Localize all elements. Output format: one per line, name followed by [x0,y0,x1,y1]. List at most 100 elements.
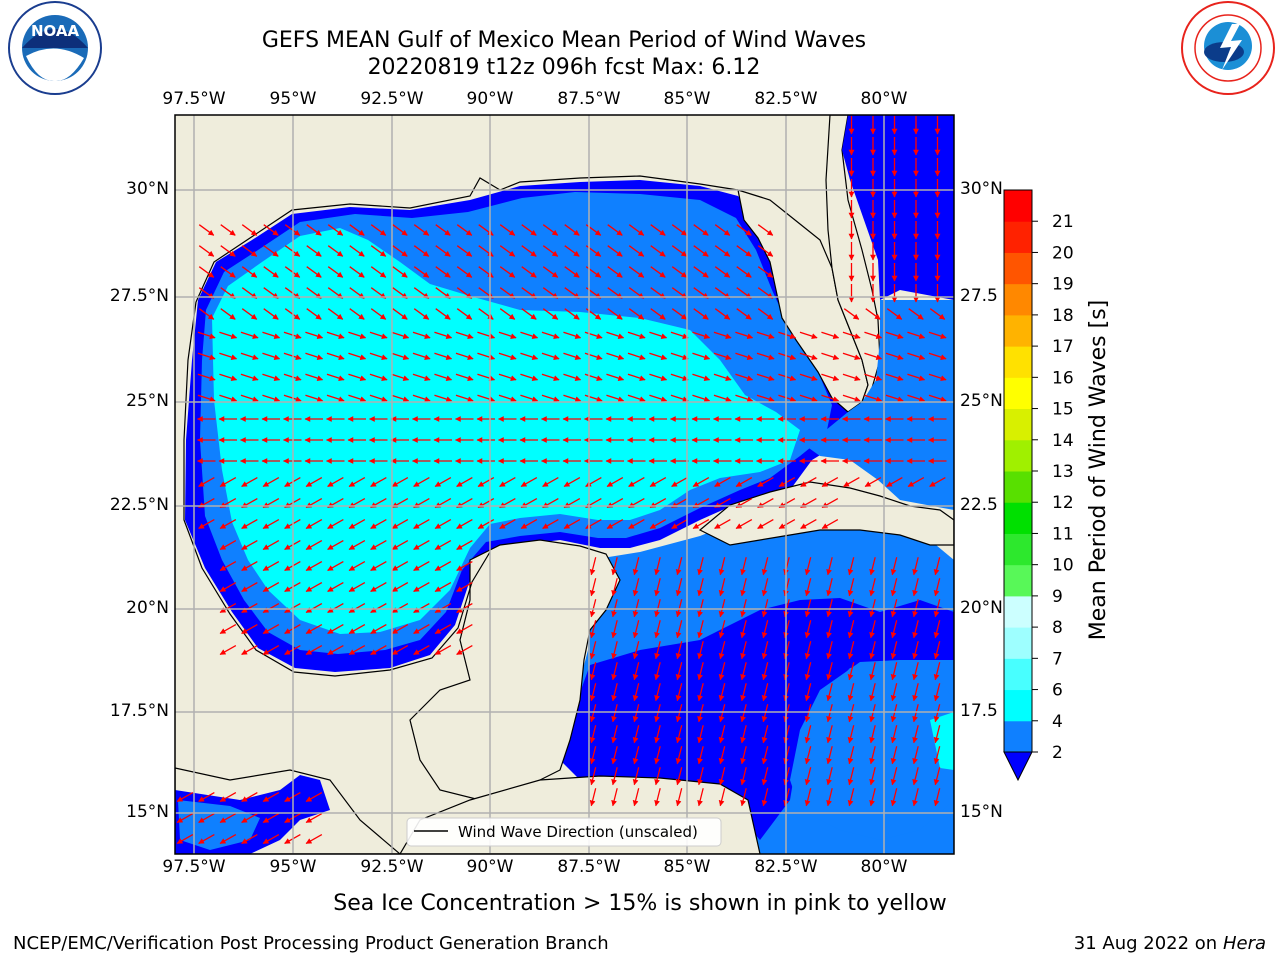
wind-wave-arrow [305,582,323,592]
wind-wave-arrow [800,519,817,529]
wind-wave-arrow [240,331,259,339]
wind-wave-arrow [826,746,833,765]
wind-wave-arrow [262,624,280,634]
wind-wave-arrow [589,704,597,723]
wind-wave-arrow [632,641,640,660]
wind-wave-arrow [654,557,661,576]
wind-wave-arrow [697,662,704,681]
wind-wave-arrow [933,704,941,723]
lon-tick-top: 85°W [663,89,711,109]
wind-wave-arrow [757,519,774,529]
wind-wave-arrow [241,582,258,592]
wind-wave-arrow [589,641,597,660]
wind-wave-arrow [933,788,941,807]
wind-wave-arrow [456,224,473,236]
wind-wave-arrow [778,373,797,381]
wind-wave-arrow [220,308,236,320]
lon-tick-bottom: 95°W [269,857,317,877]
wind-wave-arrow [628,477,645,487]
colorbar-segment [1004,252,1032,285]
wind-wave-arrow [718,788,726,807]
wind-wave-arrow [885,331,904,339]
wind-wave-arrow [757,245,774,257]
wind-wave-arrow [589,788,597,807]
wind-wave-arrow [697,557,704,576]
wind-wave-arrow [632,746,640,765]
wind-wave-arrow [348,582,366,592]
wind-wave-arrow [413,645,430,655]
colorbar-tick-label: 12 [1052,493,1074,513]
wind-wave-arrow [912,662,919,681]
wind-wave-arrow [589,767,597,786]
wind-wave-arrow [826,788,833,807]
wind-wave-arrow [718,578,726,597]
wind-wave-arrow [611,788,618,807]
wind-wave-arrow [632,683,640,702]
wind-wave-arrow [391,331,410,339]
wind-wave-arrow [654,599,661,618]
wind-wave-arrow [847,662,855,681]
wind-wave-arrow [928,394,947,402]
wind-wave-arrow [262,519,280,529]
wind-wave-arrow [735,477,753,487]
wind-wave-arrow [736,308,752,320]
wind-wave-arrow [675,599,683,618]
wind-wave-arrow [778,331,797,339]
wind-wave-arrow [413,540,430,550]
wind-wave-arrow [305,561,323,571]
wind-wave-arrow [847,767,855,786]
wind-wave-arrow [912,599,919,618]
wind-wave-arrow [804,704,812,723]
wind-wave-arrow [697,767,704,786]
wind-wave-arrow [219,561,237,571]
wind-wave-arrow [778,477,796,487]
wind-wave-arrow [305,373,324,381]
wind-wave-arrow [740,746,747,765]
wind-wave-arrow [262,792,280,802]
wind-wave-arrow [804,620,812,639]
colorbar-segment [1004,564,1032,597]
wind-wave-arrow [219,813,237,823]
wind-wave-arrow [632,704,640,723]
wind-wave-arrow [821,519,839,529]
date-text: 31 Aug 2022 on [1073,933,1218,954]
wind-wave-arrow [627,352,646,360]
wind-wave-arrow [477,394,496,402]
legend-label: Wind Wave Direction (unscaled) [458,823,698,841]
wind-wave-arrow [348,645,366,655]
colorbar-segment [1004,720,1032,753]
colorbar-segment [1004,439,1032,472]
wind-wave-arrow [306,308,322,320]
wind-wave-arrow [740,767,747,786]
wind-wave-arrow [478,224,494,236]
wind-wave-arrow [826,725,833,744]
wind-wave-arrow [933,599,941,618]
wind-wave-arrow [697,746,704,765]
wind-wave-arrow [627,373,646,381]
wind-wave-arrow [907,477,925,487]
wind-wave-arrow [692,477,710,487]
wind-wave-arrow [756,331,775,339]
wind-wave-arrow [220,266,236,278]
wind-wave-arrow [885,373,904,381]
wind-wave-arrow [778,519,796,529]
gulf-water-core [212,228,800,634]
lon-tick-bottom: 90°W [466,857,514,877]
colorbar-tick-label: 16 [1052,368,1074,388]
wind-wave-arrow [176,792,194,802]
wind-wave-arrow [864,394,883,402]
lon-tick-bottom: 82.5°W [754,857,818,877]
wind-wave-arrow [611,767,618,786]
colorbar-tick-label: 13 [1052,462,1074,482]
wind-wave-arrow [198,477,215,487]
wind-wave-arrow [670,352,689,360]
wind-wave-arrow [757,266,774,278]
wind-wave-arrow [219,373,238,381]
map-frame [174,114,955,855]
wind-wave-arrow [370,224,387,236]
wind-wave-arrow [542,477,559,487]
colorbar-segment [1004,190,1032,222]
wind-wave-arrow [241,624,258,634]
colorbar-segment [1004,346,1032,378]
wind-wave-arrow [434,603,452,613]
